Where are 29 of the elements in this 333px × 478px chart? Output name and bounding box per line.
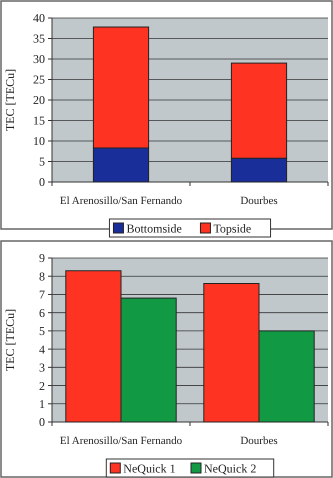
y-tick-label: 0 — [39, 415, 45, 430]
legend-label: NeQuick 1 — [123, 462, 176, 476]
legend-label: Topside — [213, 222, 252, 236]
y-tick-label: 6 — [39, 306, 45, 320]
y-tick-label: 5 — [39, 154, 45, 169]
x-tick-label: El Arenosillo/San Fernando — [60, 195, 183, 207]
y-tick-label: 35 — [33, 32, 45, 46]
y-tick-label: 2 — [39, 378, 45, 393]
x-tick-label: Dourbes — [240, 195, 278, 207]
y-tick-label: 40 — [33, 11, 45, 26]
y-tick-label: 7 — [39, 288, 45, 302]
legend-label: NeQuick 2 — [204, 462, 256, 476]
y-tick-label: 5 — [39, 324, 45, 338]
y-tick-label: 20 — [33, 93, 45, 108]
y-tick-label: 0 — [39, 175, 45, 190]
y-axis-title: TEC [TECu] — [3, 68, 17, 132]
y-tick-label: 30 — [33, 52, 45, 66]
y-tick-label: 25 — [33, 72, 45, 87]
y-tick-label: 10 — [33, 134, 45, 148]
legend-label: Bottomside — [126, 222, 182, 236]
y-tick-label: 8 — [39, 269, 45, 284]
y-tick-label: 3 — [39, 360, 45, 375]
y-axis-title: TEC [TECu] — [3, 308, 17, 372]
y-tick-label: 15 — [33, 114, 45, 128]
x-tick-label: El Arenosillo/San Fernando — [60, 435, 183, 447]
y-tick-label: 9 — [39, 251, 45, 266]
y-tick-label: 4 — [39, 342, 45, 356]
y-tick-label: 1 — [39, 396, 45, 411]
x-tick-label: Dourbes — [240, 435, 278, 447]
